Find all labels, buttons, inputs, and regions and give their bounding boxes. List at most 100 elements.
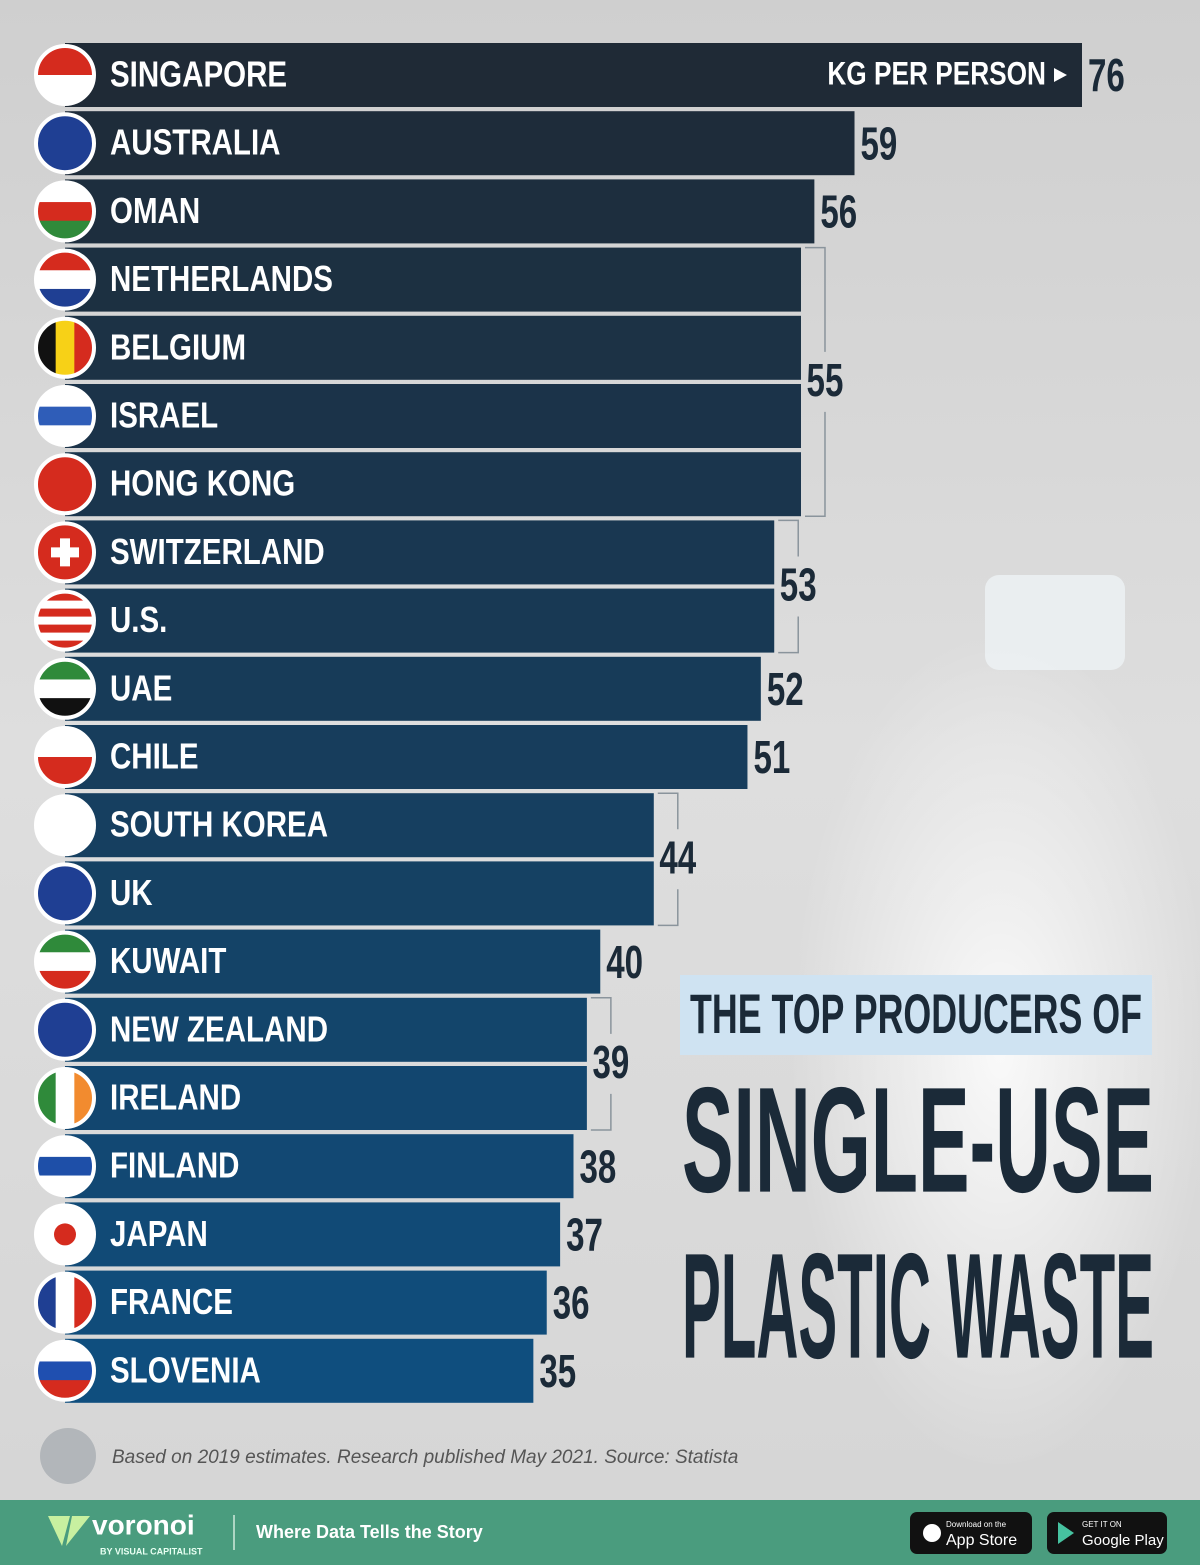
value-label: 40 [606, 938, 643, 988]
flag [37, 456, 93, 513]
flag-ring [34, 1339, 96, 1402]
source-note: Based on 2019 estimates. Research publis… [112, 1447, 738, 1468]
flag-stripe [37, 640, 93, 649]
flag-stripe [37, 456, 93, 513]
category-label: SOUTH KOREA [110, 804, 328, 844]
title-highlight [680, 975, 1152, 1055]
flag-ring [34, 385, 96, 447]
badge-icon [923, 1524, 941, 1542]
flag-ring [34, 180, 96, 243]
bar [65, 929, 601, 994]
flag [37, 797, 93, 854]
bar [65, 588, 775, 653]
badge-text: Google Play [1082, 1532, 1164, 1549]
bar [65, 452, 801, 517]
badge-text: App Store [946, 1532, 1017, 1549]
group-bracket [778, 519, 799, 654]
flag-ring [34, 521, 96, 584]
flag-stripe [37, 624, 93, 634]
flag-stripe [37, 1361, 93, 1381]
flag-stripe [37, 797, 93, 854]
flag-ring [34, 589, 96, 652]
badge-bg [910, 1512, 1032, 1554]
flag-ring [34, 112, 96, 175]
flag [37, 1001, 93, 1058]
tagline: Where Data Tells the Story [256, 1522, 483, 1542]
category-label: NEW ZEALAND [110, 1008, 328, 1048]
value-label: 76 [1088, 51, 1125, 101]
category-label: SLOVENIA [110, 1349, 261, 1389]
flag-stripe [37, 1001, 93, 1058]
bar [65, 520, 775, 585]
bar [65, 861, 654, 926]
bar [65, 793, 654, 858]
flag-stripe [37, 632, 93, 642]
category-label: KUWAIT [110, 940, 226, 980]
app-store-badge[interactable]: Download on the App Store [910, 1512, 1032, 1554]
category-label: U.S. [110, 599, 167, 639]
bar [65, 1066, 587, 1130]
bar [65, 43, 1082, 107]
bar [65, 1134, 574, 1199]
category-label: FRANCE [110, 1281, 233, 1321]
bottle-cap [985, 575, 1125, 670]
group-bracket [590, 997, 612, 1131]
category-label: UAE [110, 667, 172, 707]
flag [37, 1206, 93, 1263]
category-label: HONG KONG [110, 463, 295, 503]
group-bracket [804, 246, 826, 517]
value-label: 56 [820, 187, 857, 237]
brand-sub: BY VISUAL CAPITALIST [100, 1546, 203, 1556]
value-label: 53 [780, 560, 817, 610]
value-label: 37 [566, 1210, 603, 1260]
badge-bg [1047, 1512, 1167, 1554]
brand-logo [48, 1516, 90, 1546]
flag-dot [54, 1223, 76, 1246]
bar [65, 656, 761, 721]
flag-stripe [37, 616, 93, 626]
category-label: OMAN [110, 190, 200, 230]
flag-ring [34, 248, 96, 311]
bar [65, 384, 801, 448]
flag [37, 524, 93, 581]
flag-ring [34, 930, 96, 993]
group-bracket [657, 792, 679, 927]
flag-ring [34, 1203, 96, 1266]
category-label: IRELAND [110, 1077, 241, 1117]
bar [65, 247, 801, 312]
bar [65, 179, 815, 244]
flag-ring [34, 44, 96, 106]
flag-ring [34, 657, 96, 720]
flag-ring [34, 862, 96, 925]
flag [37, 865, 93, 922]
value-label: 59 [861, 119, 898, 169]
flag-cross [51, 538, 79, 567]
flag-ring [34, 316, 96, 379]
value-label: 55 [807, 356, 844, 406]
flag-ring [34, 1067, 96, 1129]
value-label: 51 [753, 733, 790, 783]
flag-stripe [55, 1070, 75, 1126]
flag-stripe [37, 608, 93, 618]
flag-stripe [37, 270, 93, 290]
title-line: SINGLE-USE [682, 1056, 1154, 1224]
title-line: THE TOP PRODUCERS OF [690, 982, 1142, 1045]
badge-icon [1058, 1522, 1074, 1544]
flag-stripe [55, 319, 75, 376]
bar [65, 725, 748, 789]
title-line: PLASTIC WASTE [682, 1222, 1154, 1390]
category-label: JAPAN [110, 1213, 208, 1253]
category-label: UK [110, 872, 153, 912]
bar [65, 1338, 534, 1403]
flag [37, 115, 93, 172]
bar [65, 997, 587, 1062]
category-label: BELGIUM [110, 326, 246, 366]
flag-stripe [37, 115, 93, 172]
flag-stripe [37, 592, 93, 602]
bar [65, 111, 855, 176]
value-label: 36 [553, 1279, 590, 1329]
flag [37, 592, 93, 649]
badge-small: GET IT ON [1082, 1520, 1122, 1529]
google-play-badge[interactable]: GET IT ON Google Play [1047, 1512, 1167, 1554]
note-icon [40, 1428, 96, 1484]
